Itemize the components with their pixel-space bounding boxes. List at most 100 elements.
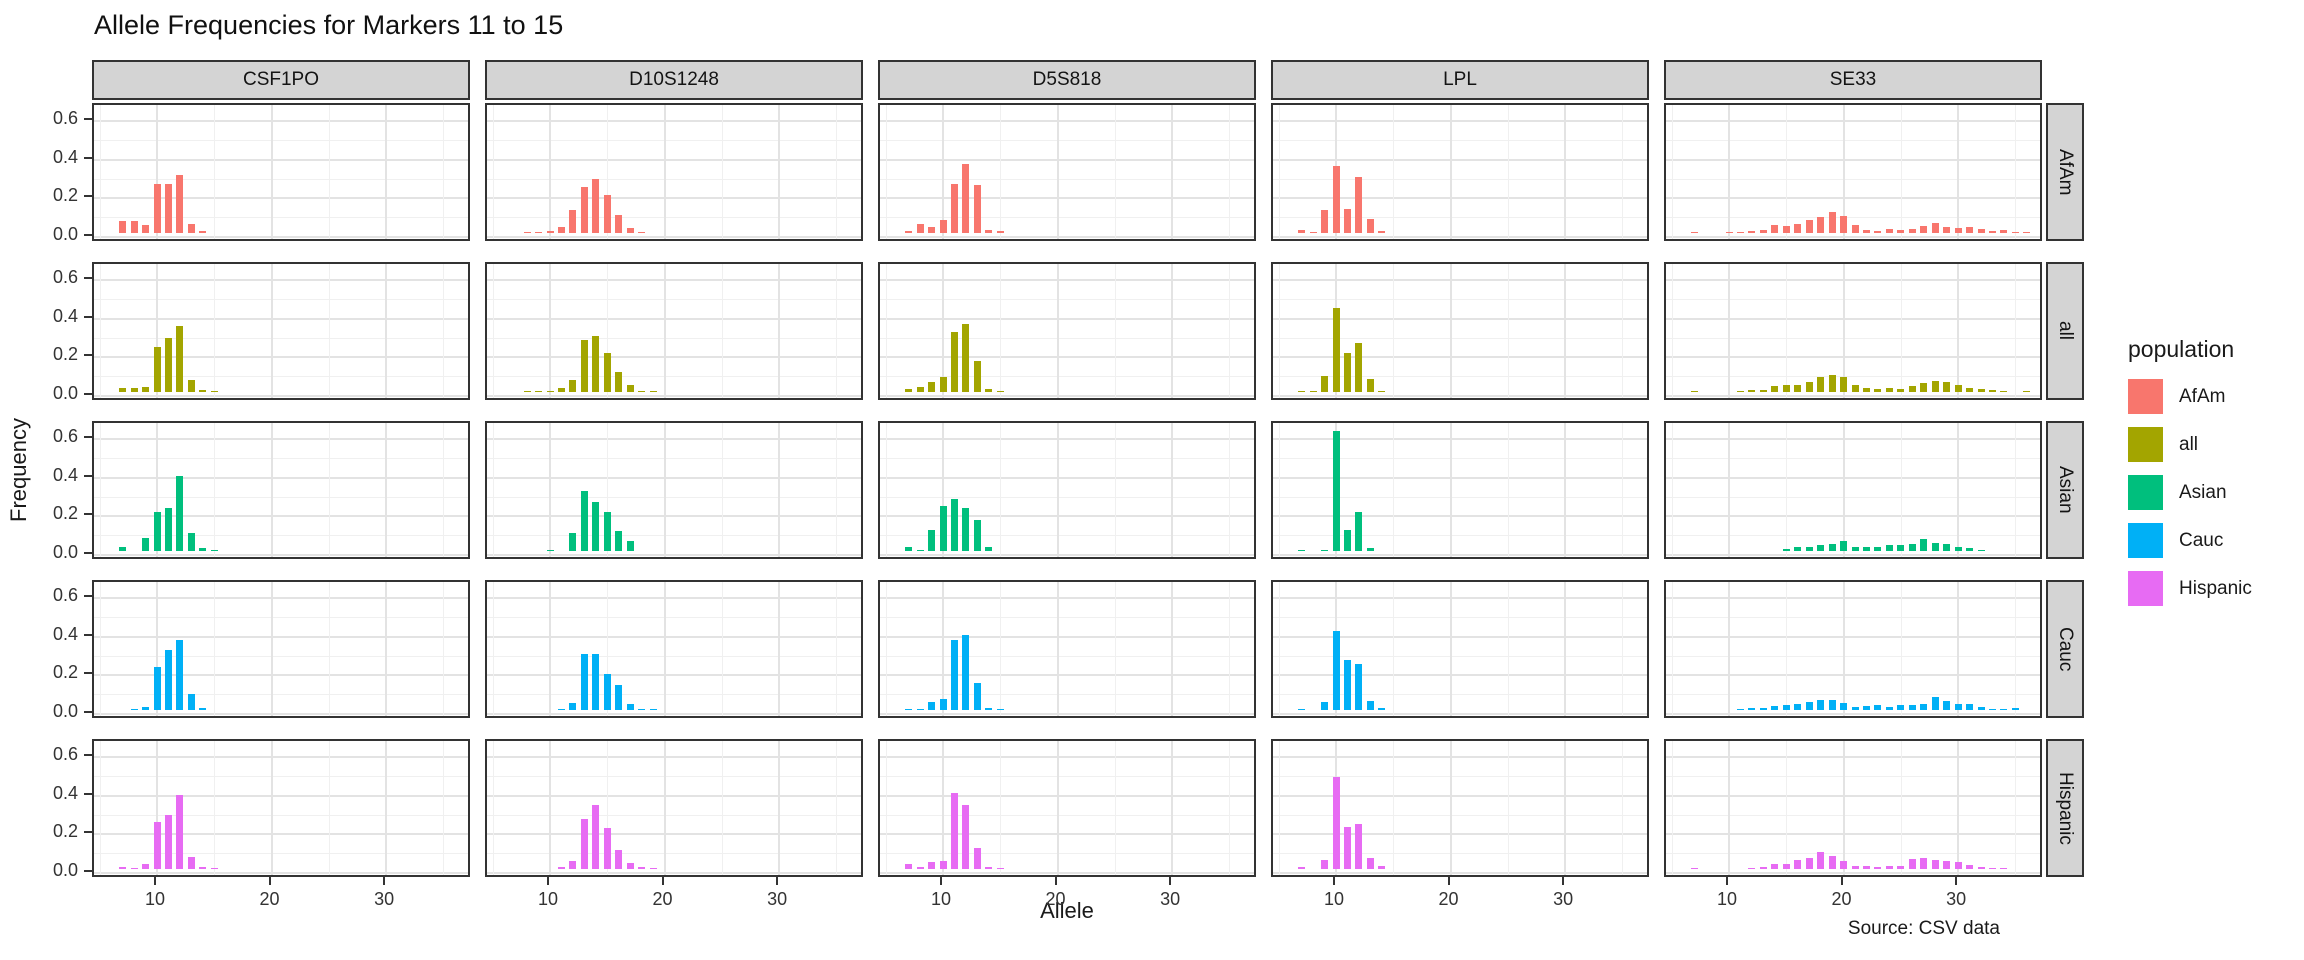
frequency-bar xyxy=(985,546,993,551)
frequency-bar xyxy=(962,635,970,710)
facet-panel xyxy=(1271,103,1649,241)
gridline xyxy=(880,278,1254,281)
x-tick-mark xyxy=(1840,877,1843,885)
frequency-bar xyxy=(1840,377,1848,392)
frequency-bar xyxy=(950,793,958,869)
frequency-bar xyxy=(973,361,981,392)
gridline xyxy=(1842,423,1845,557)
gridline xyxy=(1786,582,1788,716)
legend-key-swatch xyxy=(2128,427,2163,462)
gridline xyxy=(487,635,861,638)
frequency-bar xyxy=(638,231,646,233)
gridline xyxy=(1229,423,1231,557)
gridline xyxy=(1671,582,1673,716)
frequency-bar xyxy=(1954,703,1962,710)
gridline xyxy=(1273,712,1647,715)
frequency-bar xyxy=(962,164,970,233)
frequency-bar xyxy=(1931,697,1939,710)
frequency-bar xyxy=(1862,547,1870,551)
gridline xyxy=(1564,264,1567,398)
gridline xyxy=(94,871,468,874)
frequency-bar xyxy=(916,549,924,551)
gridline xyxy=(270,741,273,875)
gridline xyxy=(1273,119,1647,122)
gridline xyxy=(487,814,861,816)
gridline xyxy=(1728,264,1730,398)
frequency-bar xyxy=(1897,230,1905,233)
gridline xyxy=(94,833,468,836)
frequency-bar xyxy=(1759,867,1767,869)
y-tick-label: 0.4 xyxy=(52,782,78,803)
legend-entry-label: Asian xyxy=(2179,481,2227,503)
y-tick-label: 0.6 xyxy=(52,743,78,764)
gridline xyxy=(1273,833,1647,836)
frequency-bar xyxy=(1943,382,1951,392)
gridline xyxy=(663,264,666,398)
frequency-bar xyxy=(939,699,947,710)
frequency-bar xyxy=(1759,707,1767,710)
y-tick-mark xyxy=(84,831,92,834)
frequency-bar xyxy=(985,229,993,233)
gridline xyxy=(1622,423,1624,557)
gridline xyxy=(1728,105,1730,239)
y-tick-mark xyxy=(84,276,92,279)
frequency-bar xyxy=(153,184,161,233)
y-tick-label: 0.0 xyxy=(52,700,78,721)
gridline xyxy=(1666,794,2040,797)
frequency-bar xyxy=(557,387,565,392)
frequency-bar xyxy=(1817,851,1825,869)
y-axis-title: Frequency xyxy=(6,418,31,522)
gridline xyxy=(1273,694,1647,696)
gridline xyxy=(885,105,887,239)
gridline xyxy=(1666,674,2040,677)
gridline xyxy=(549,582,551,716)
gridline xyxy=(1273,755,1647,758)
frequency-bar xyxy=(1309,390,1317,392)
gridline xyxy=(1507,423,1509,557)
facet-panel xyxy=(92,580,470,718)
frequency-bar xyxy=(905,863,913,869)
gridline xyxy=(1056,264,1059,398)
frequency-bar xyxy=(199,548,207,551)
y-tick-label: 0.0 xyxy=(52,382,78,403)
x-tick-label: 20 xyxy=(1438,889,1459,909)
frequency-bar xyxy=(187,857,195,869)
gridline xyxy=(880,776,1254,778)
gridline xyxy=(1114,105,1116,239)
frequency-bar xyxy=(592,178,600,233)
legend-entry: Cauc xyxy=(2128,523,2252,558)
frequency-bar xyxy=(1759,389,1767,392)
gridline xyxy=(1449,105,1452,239)
frequency-bar xyxy=(580,339,588,392)
x-tick-mark xyxy=(547,877,549,885)
gridline xyxy=(1393,423,1395,557)
gridline xyxy=(1056,105,1059,239)
gridline xyxy=(214,264,216,398)
gridline xyxy=(1842,264,1845,398)
gridline xyxy=(1671,264,1673,398)
frequency-bar xyxy=(210,390,218,392)
y-tick-label: 0.4 xyxy=(52,464,78,485)
facet-panel xyxy=(485,739,863,877)
gridline xyxy=(94,674,468,677)
gridline xyxy=(487,278,861,281)
gridline xyxy=(2015,264,2017,398)
facet-panel xyxy=(1271,262,1649,400)
gridline xyxy=(487,299,861,301)
gridline xyxy=(1900,741,1902,875)
frequency-bar xyxy=(119,387,127,392)
frequency-bar xyxy=(1828,374,1836,392)
gridline xyxy=(880,596,1254,599)
frequency-bar xyxy=(1931,542,1939,551)
frequency-bar xyxy=(1897,544,1905,551)
gridline xyxy=(94,235,468,238)
gridline xyxy=(1114,582,1116,716)
frequency-bar xyxy=(905,708,913,710)
gridline xyxy=(1900,423,1902,557)
gridline xyxy=(328,264,330,398)
frequency-bar xyxy=(615,372,623,392)
gridline xyxy=(1666,337,2040,339)
x-tick-label: 10 xyxy=(144,889,166,909)
frequency-bar xyxy=(1805,546,1813,551)
frequency-bar xyxy=(580,818,588,869)
